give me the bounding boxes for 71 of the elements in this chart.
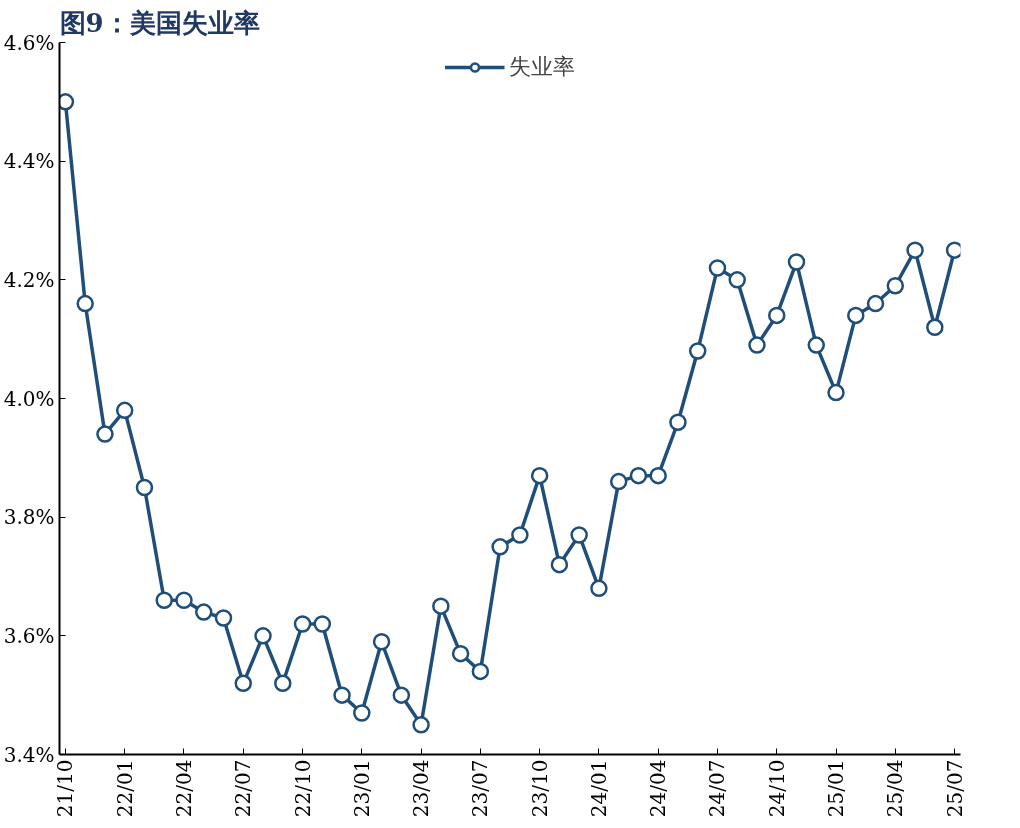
- point: [511, 526, 529, 544]
- point: [76, 294, 94, 313]
- point: [372, 633, 391, 651]
- point: [866, 294, 885, 313]
- point: [234, 674, 253, 693]
- x-tick-label: 24/07: [705, 759, 730, 818]
- point: [333, 686, 351, 704]
- x-tick-label: 22/01: [112, 759, 137, 818]
- x-tick-label: 21/10: [53, 759, 78, 818]
- x-tick-label: 25/01: [824, 759, 849, 818]
- point: [669, 413, 687, 431]
- point: [530, 466, 549, 485]
- point: [570, 526, 588, 544]
- x-tick-label: 25/07: [942, 759, 967, 818]
- x-tick-label: 23/07: [468, 759, 493, 818]
- y-tick-label: 3.6%: [3, 623, 55, 648]
- point: [353, 704, 371, 722]
- point: [155, 591, 173, 609]
- point: [767, 306, 786, 325]
- point: [194, 603, 213, 621]
- point: [728, 271, 746, 289]
- point: [392, 686, 411, 704]
- x-tick-label: 23/01: [349, 759, 374, 818]
- point: [254, 627, 272, 645]
- x-tick-label: 25/04: [883, 759, 908, 818]
- point: [807, 336, 826, 354]
- point: [491, 538, 509, 556]
- point: [906, 241, 924, 259]
- point: [115, 401, 134, 420]
- x-tick-label: 22/07: [231, 759, 256, 818]
- point: [412, 716, 430, 734]
- x-tick-label: 23/10: [527, 759, 552, 818]
- point: [293, 615, 312, 633]
- x-tick-label: 22/04: [171, 759, 196, 818]
- point: [59, 93, 75, 111]
- point: [274, 674, 292, 693]
- point: [629, 466, 648, 485]
- y-tick-label: 4.2%: [3, 267, 55, 292]
- point: [550, 555, 569, 574]
- y-tick-label: 4.0%: [3, 386, 55, 411]
- point: [926, 318, 944, 337]
- point: [688, 342, 707, 360]
- point: [847, 306, 865, 325]
- point: [886, 277, 905, 295]
- point: [214, 609, 233, 627]
- point: [471, 662, 490, 681]
- legend-label: 失业率: [509, 53, 575, 81]
- point: [451, 644, 470, 663]
- x-tick-label: 24/01: [586, 759, 611, 818]
- point: [748, 336, 766, 354]
- y-tick-label: 4.6%: [3, 30, 55, 55]
- x-tick-label: 22/10: [290, 759, 315, 818]
- y-tick-label: 3.4%: [3, 742, 55, 767]
- point: [432, 597, 450, 615]
- x-tick-label: 24/04: [646, 759, 671, 818]
- point: [135, 478, 154, 497]
- point: [827, 383, 845, 402]
- x-tick-label: 24/10: [764, 759, 789, 818]
- point: [96, 425, 114, 443]
- x-tick-label: 23/04: [409, 759, 434, 818]
- y-tick-label: 3.8%: [3, 505, 55, 530]
- point: [649, 466, 667, 485]
- point: [787, 253, 806, 271]
- point: [175, 591, 193, 609]
- chart-title: 图9：美国失业率: [59, 7, 260, 38]
- point: [708, 259, 727, 277]
- point: [945, 241, 961, 259]
- y-tick-label: 4.4%: [3, 149, 55, 174]
- point: [609, 472, 628, 491]
- point: [590, 579, 608, 598]
- point: [313, 615, 332, 633]
